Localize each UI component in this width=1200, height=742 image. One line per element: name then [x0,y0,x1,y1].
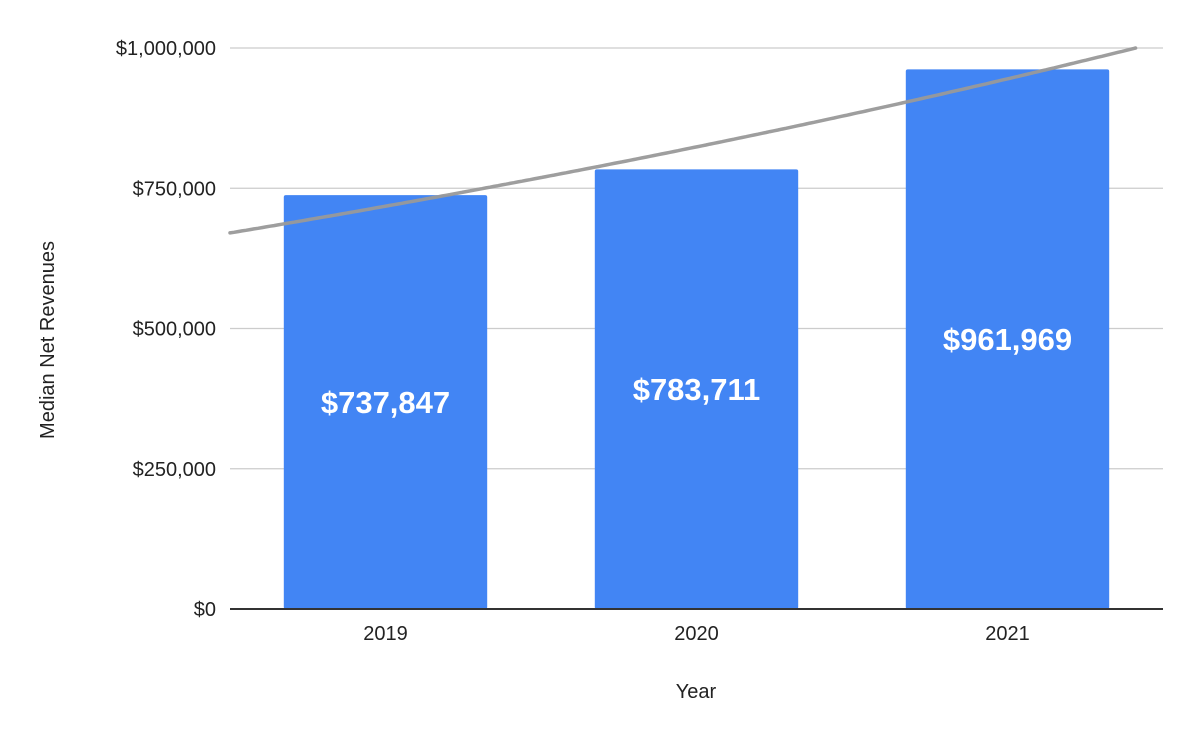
y-tick-label: $0 [194,599,216,621]
x-tick-label: 2021 [985,623,1030,645]
x-axis-ticks: 2019 2020 2021 [363,623,1030,645]
bar-2021 [905,69,1110,609]
y-tick-label: $750,000 [133,178,216,200]
bar-2019 [283,195,488,609]
y-tick-label: $1,000,000 [116,38,216,60]
bar-data-label: $783,711 [633,372,761,407]
bar-data-label: $737,847 [321,385,450,420]
trendline-layer [228,46,1138,235]
bar-2020 [594,169,799,609]
bar-data-labels: $737,847 $783,711 $961,969 [321,322,1072,420]
bar-data-label: $961,969 [943,322,1072,357]
x-tick-label: 2020 [674,623,719,645]
y-tick-label: $500,000 [133,319,216,341]
trendline [228,46,1138,235]
x-tick-label: 2019 [363,623,408,645]
y-tick-label: $250,000 [133,459,216,481]
y-axis-title: Median Net Revenues [37,241,59,439]
y-axis-ticks: $0 $250,000 $500,000 $750,000 $1,000,000 [116,38,216,621]
bars [283,69,1110,609]
x-axis-title: Year [676,681,717,703]
